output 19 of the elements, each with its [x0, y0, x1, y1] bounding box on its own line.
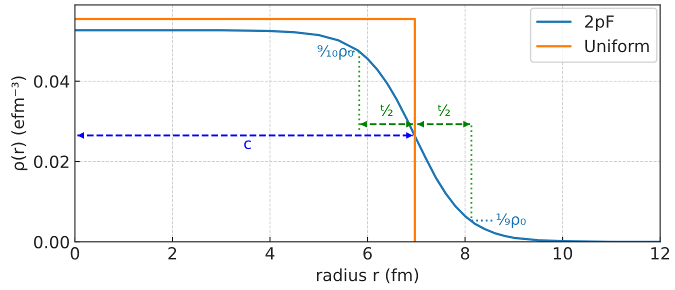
y-tick-label: 0.04	[34, 75, 70, 88]
legend-label: Uniform	[585, 39, 649, 52]
x-tick-label: 10	[554, 247, 572, 260]
x-tick-label: 8	[460, 247, 470, 260]
y-tick-label: 0.00	[34, 236, 69, 248]
y-axis-title: ρ(r) (efm⁻³)	[11, 76, 28, 170]
y-tick-label: 0.02	[34, 156, 68, 168]
x-tick-label: 12	[651, 247, 670, 260]
x-tick-label: 4	[266, 247, 274, 260]
annotation: ⁹⁄₁₀ρ₀	[318, 45, 354, 60]
x-tick-label: 0	[70, 247, 80, 260]
annotation: ᵗ⁄₂	[380, 104, 392, 116]
annotation: ¹⁄₉ρ₀	[496, 213, 526, 228]
x-tick-label: 2	[168, 247, 176, 260]
x-axis-title: radius r (fm)	[317, 268, 418, 284]
legend-label: 2pF	[585, 15, 614, 32]
annotation: ᵗ⁄₂	[438, 104, 450, 116]
annotation: c	[244, 140, 251, 150]
x-tick-label: 6	[363, 247, 372, 260]
